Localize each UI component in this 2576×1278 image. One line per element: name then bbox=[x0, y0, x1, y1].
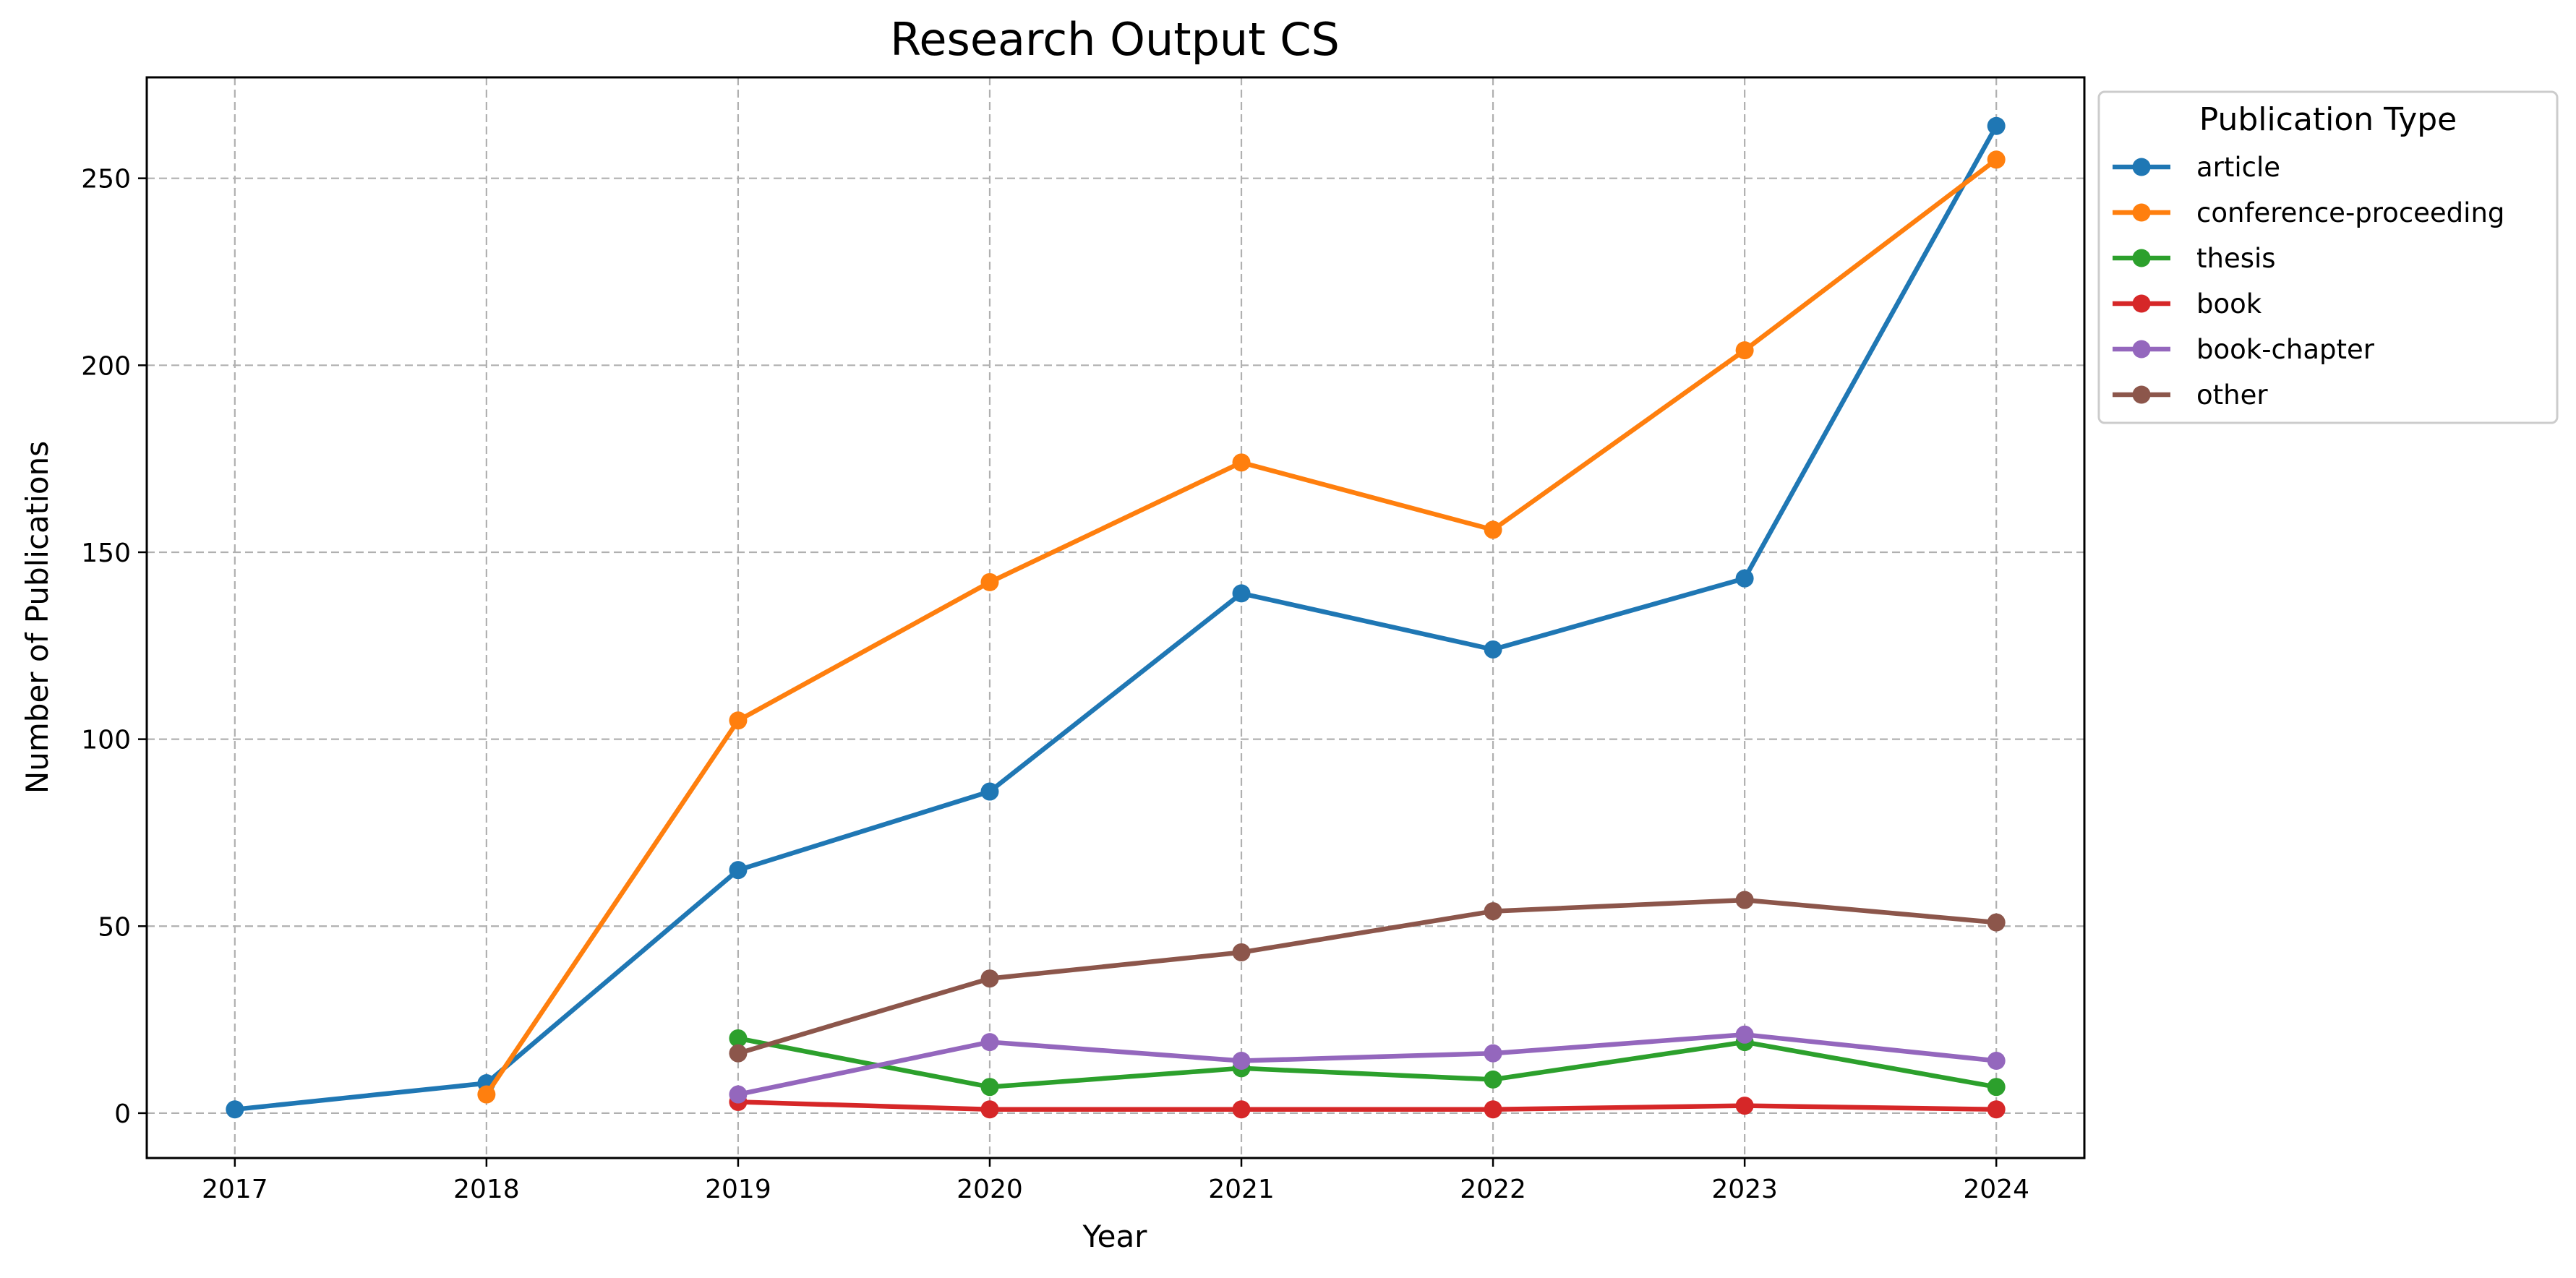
data-point-thesis bbox=[1987, 1078, 2006, 1097]
series-group bbox=[226, 116, 2006, 1119]
y-tick-label: 0 bbox=[114, 1099, 131, 1129]
legend-entries: article conference-proceeding thesis book bo… bbox=[2113, 152, 2504, 411]
legend-marker-swatch bbox=[2132, 158, 2151, 176]
data-point-thesis bbox=[1484, 1070, 1502, 1089]
data-point-other bbox=[1735, 891, 1754, 909]
y-tick-label: 50 bbox=[98, 912, 131, 942]
data-point-other bbox=[980, 969, 999, 988]
y-tick-label: 250 bbox=[81, 165, 131, 194]
data-point-article bbox=[226, 1100, 244, 1119]
data-point-other bbox=[1232, 943, 1251, 961]
legend-marker-swatch bbox=[2132, 385, 2151, 404]
series-line-thesis bbox=[735, 1036, 1999, 1089]
data-point-conference-proceeding bbox=[980, 572, 999, 591]
series-line-article bbox=[232, 123, 1999, 1112]
x-tick-label: 2017 bbox=[202, 1175, 268, 1204]
x-tick-label: 2022 bbox=[1460, 1175, 1526, 1204]
data-point-conference-proceeding bbox=[1735, 341, 1754, 360]
x-tick-label: 2020 bbox=[957, 1175, 1023, 1204]
data-point-book bbox=[1484, 1100, 1502, 1119]
legend-title: Publication Type bbox=[2199, 101, 2457, 138]
legend-label: book bbox=[2196, 288, 2262, 320]
legend-label: other bbox=[2196, 379, 2268, 411]
data-point-conference-proceeding bbox=[1987, 150, 2006, 169]
series-other bbox=[729, 891, 2006, 1063]
y-tick-label: 200 bbox=[81, 351, 131, 381]
legend-marker-swatch bbox=[2132, 249, 2151, 267]
legend-box bbox=[2097, 90, 2559, 424]
data-point-article bbox=[1735, 569, 1754, 588]
legend: Publication Type article conference-proce… bbox=[2097, 90, 2559, 424]
legend-entry-thesis: thesis bbox=[2113, 243, 2276, 274]
grid bbox=[147, 77, 2084, 1158]
legend-entry-article: article bbox=[2113, 152, 2280, 183]
x-tick-label: 2018 bbox=[453, 1175, 520, 1204]
x-tick-label: 2021 bbox=[1208, 1175, 1275, 1204]
y-tick-label: 150 bbox=[81, 539, 131, 568]
data-point-book-chapter bbox=[1484, 1044, 1502, 1063]
data-point-article bbox=[1232, 584, 1251, 603]
series-book-chapter bbox=[729, 1025, 2006, 1104]
data-point-book bbox=[980, 1100, 999, 1119]
x-axis: 2017 2018 2019 2020 2021 2022 2023 2024 bbox=[202, 1158, 2029, 1204]
legend-label: conference-proceeding bbox=[2196, 197, 2504, 228]
series-book bbox=[729, 1092, 2006, 1119]
x-tick-label: 2019 bbox=[705, 1175, 771, 1204]
data-point-thesis bbox=[729, 1029, 748, 1047]
series-line-other bbox=[735, 897, 1999, 1056]
data-point-conference-proceeding bbox=[1232, 453, 1251, 472]
data-point-article bbox=[1987, 116, 2006, 135]
data-point-article bbox=[1484, 640, 1502, 659]
legend-entry-book: book bbox=[2113, 288, 2262, 320]
data-point-other bbox=[1484, 902, 1502, 921]
y-tick-label: 100 bbox=[81, 726, 131, 755]
data-point-book-chapter bbox=[1232, 1052, 1251, 1071]
legend-entry-book-chapter: book-chapter bbox=[2113, 334, 2375, 365]
legend-label: article bbox=[2196, 152, 2280, 183]
legend-marker-swatch bbox=[2132, 294, 2151, 313]
legend-label: thesis bbox=[2196, 243, 2276, 274]
x-tick-label: 2023 bbox=[1711, 1175, 1778, 1204]
data-point-book-chapter bbox=[980, 1033, 999, 1052]
data-point-book-chapter bbox=[1735, 1025, 1754, 1044]
data-point-other bbox=[1987, 913, 2006, 932]
y-axis: 0 50 100 150 200 250 bbox=[81, 165, 147, 1129]
series-line-book-chapter bbox=[735, 1032, 1999, 1097]
data-point-conference-proceeding bbox=[729, 711, 748, 730]
chart-title: Research Output CS bbox=[890, 13, 1340, 66]
data-point-book bbox=[1735, 1097, 1754, 1115]
x-tick-label: 2024 bbox=[1963, 1175, 2029, 1204]
data-point-article bbox=[980, 782, 999, 801]
series-line-book bbox=[735, 1099, 1999, 1112]
legend-label: book-chapter bbox=[2196, 334, 2375, 365]
data-point-conference-proceeding bbox=[1484, 520, 1502, 539]
data-point-book-chapter bbox=[729, 1085, 748, 1104]
plot-area-frame bbox=[145, 76, 2086, 1159]
legend-entry-other: other bbox=[2113, 379, 2268, 411]
data-point-book-chapter bbox=[1987, 1052, 2006, 1071]
legend-marker-swatch bbox=[2132, 203, 2151, 222]
data-point-conference-proceeding bbox=[477, 1085, 496, 1104]
legend-entry-conference-proceeding: conference-proceeding bbox=[2113, 197, 2504, 228]
legend-marker-swatch bbox=[2132, 340, 2151, 359]
y-axis-label: Number of Publications bbox=[20, 441, 55, 794]
series-conference-proceeding bbox=[477, 150, 2006, 1104]
data-point-book bbox=[1232, 1100, 1251, 1119]
data-point-thesis bbox=[980, 1078, 999, 1097]
series-thesis bbox=[729, 1029, 2006, 1097]
data-point-article bbox=[729, 861, 748, 880]
series-article bbox=[226, 116, 2006, 1119]
data-point-book bbox=[1987, 1100, 2006, 1119]
x-axis-label: Year bbox=[1082, 1219, 1148, 1254]
data-point-other bbox=[729, 1044, 748, 1063]
